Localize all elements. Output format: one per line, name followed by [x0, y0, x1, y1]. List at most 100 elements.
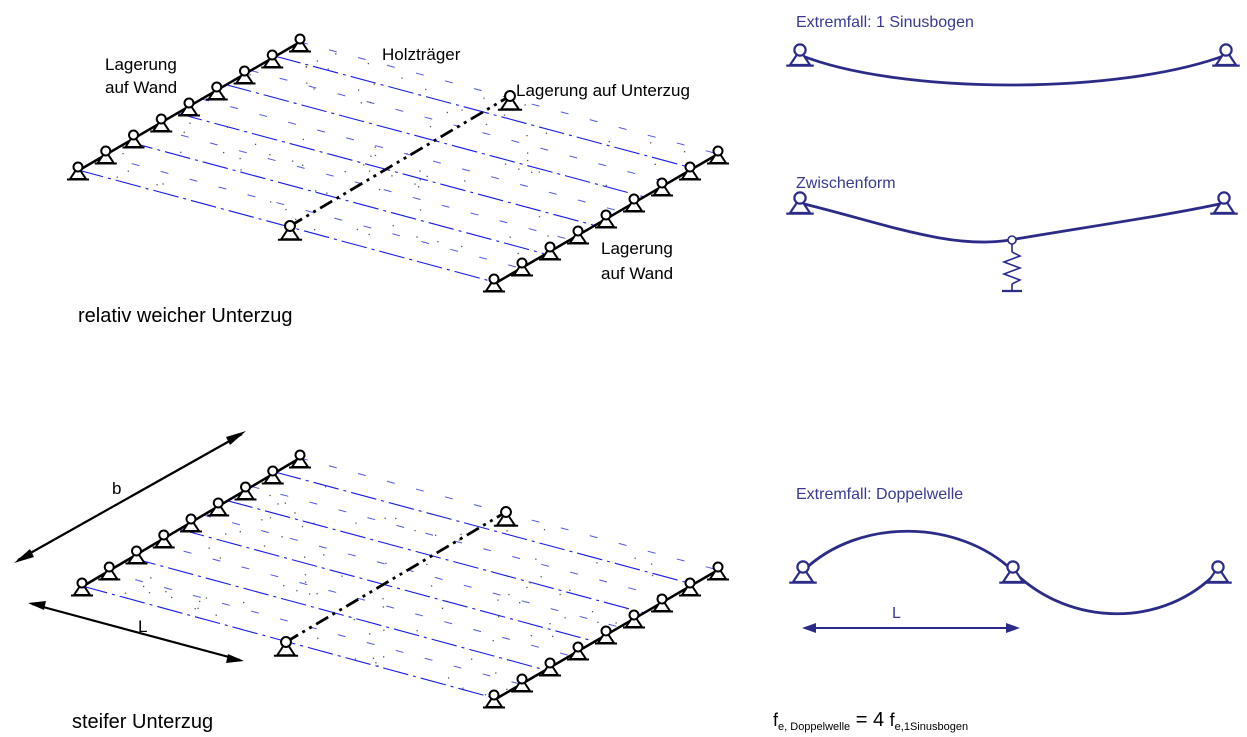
- pin-support-icon: [511, 257, 533, 277]
- dust-dot: [373, 83, 375, 85]
- dust-dot: [180, 151, 182, 154]
- dust-dot: [418, 186, 420, 188]
- formula-lhs-base: f: [773, 710, 779, 730]
- dust-dot: [538, 216, 541, 218]
- timber-beam: [251, 485, 669, 599]
- dust-dot: [441, 607, 444, 610]
- dust-dot: [401, 77, 403, 79]
- pin-support-icon: [567, 641, 589, 661]
- dust-dot: [564, 617, 566, 619]
- dust-dot: [391, 175, 393, 177]
- dust-dot: [148, 592, 151, 594]
- dust-dot: [208, 547, 210, 549]
- pin-support-icon: [567, 225, 589, 245]
- dust-dot: [367, 62, 369, 65]
- dust-dot: [127, 170, 129, 172]
- dust-dot: [382, 598, 384, 600]
- wall-supports: [67, 33, 729, 293]
- dimension-L-arrow: [802, 623, 1020, 633]
- dust-dot: [446, 111, 448, 114]
- pin-support-icon: [98, 561, 121, 581]
- dust-dot: [296, 590, 298, 592]
- pin-support-icon: [277, 220, 303, 241]
- floor-stiff-girder: b L steifer Unterzug: [14, 431, 729, 733]
- dust-dot: [683, 151, 686, 153]
- dust-dot: [263, 545, 266, 547]
- dust-dot: [304, 556, 306, 558]
- pin-support-icon: [999, 560, 1027, 584]
- dust-dot: [654, 163, 656, 165]
- pin-support-icon: [122, 129, 145, 149]
- girder-supports: [277, 90, 523, 241]
- caption-soft-girder: relativ weicher Unterzug: [78, 305, 293, 327]
- girder-line: [285, 510, 507, 644]
- dust-dot: [497, 599, 499, 601]
- dust-dot: [470, 658, 473, 660]
- pin-support-icon: [273, 636, 299, 657]
- dust-dot: [634, 557, 636, 559]
- dust-dot: [341, 575, 343, 577]
- dust-dot: [305, 65, 307, 68]
- pin-support-icon: [150, 113, 173, 133]
- timber-beam: [154, 542, 569, 656]
- dust-dot: [344, 170, 346, 173]
- dust-dot: [183, 131, 185, 133]
- dust-dot: [425, 88, 427, 91]
- dust-dot: [416, 630, 418, 632]
- formula: fe, Doppelwelle = 4 fe,1Sinusbogen: [773, 709, 968, 733]
- dust-dot: [650, 563, 653, 565]
- label-girder-support: Lagerung auf Unterzug: [516, 81, 690, 100]
- dust-dot: [464, 180, 466, 182]
- dust-dot: [315, 190, 317, 192]
- dust-dot: [360, 102, 362, 104]
- pin-support-icon: [67, 161, 89, 181]
- dust-dot: [281, 536, 283, 538]
- dust-dot: [326, 192, 328, 194]
- case1-title: Extremfall: 1 Sinusbogen: [796, 14, 974, 31]
- dim-b-label: b: [112, 479, 121, 498]
- dust-dot: [353, 618, 356, 621]
- dust-dot: [269, 154, 271, 156]
- dust-dot: [189, 122, 191, 124]
- dust-dot: [197, 607, 199, 610]
- pin-support-icon: [623, 609, 645, 629]
- dust-dot: [269, 517, 272, 519]
- dust-dot: [605, 184, 607, 187]
- pin-support-icon: [233, 65, 256, 85]
- dust-dot: [559, 593, 561, 596]
- dust-dot: [124, 592, 127, 594]
- dust-dot: [437, 241, 439, 243]
- dust-dot: [458, 539, 460, 541]
- label-wall-right-1: Lagerung: [601, 239, 673, 258]
- dust-dot: [240, 169, 242, 171]
- dust-dot: [430, 585, 433, 587]
- dust-dot: [225, 533, 227, 535]
- dust-dot: [416, 236, 418, 238]
- formula-rhs-base: f: [890, 710, 896, 730]
- pin-support-icon: [539, 241, 561, 261]
- dust-dot: [219, 557, 222, 559]
- pin-support-icon: [1210, 191, 1238, 215]
- dust-dot: [529, 582, 532, 584]
- dust-dot: [591, 611, 594, 613]
- dust-dot: [162, 183, 164, 185]
- dust-dot: [146, 188, 148, 190]
- dust-dot: [509, 236, 511, 238]
- case-double-wave: Extremfall: Doppelwelle L: [796, 486, 1220, 633]
- dust-dot: [223, 151, 225, 154]
- dust-dot: [527, 152, 529, 154]
- dust-dot: [426, 563, 428, 566]
- case2-title: Zwischenform: [796, 175, 896, 192]
- dust-dot: [530, 634, 533, 637]
- dust-dot: [291, 160, 294, 162]
- pin-support-icon: [261, 49, 284, 69]
- dust-dot: [552, 635, 554, 638]
- timber-beam: [130, 557, 544, 671]
- dust-dot: [460, 533, 462, 536]
- dust-dot: [301, 525, 304, 528]
- pin-support-icon: [786, 43, 814, 67]
- dust-dot: [395, 517, 397, 520]
- dust-dot: [304, 574, 307, 576]
- dust-dots: [116, 53, 686, 255]
- dust-dot: [508, 593, 510, 596]
